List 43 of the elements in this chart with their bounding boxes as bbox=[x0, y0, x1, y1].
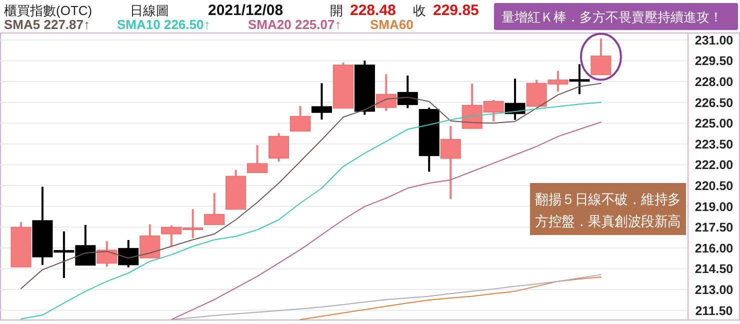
annotation: 翻揚５日線不破．維持多方控盤．果真創波段新高 bbox=[535, 191, 689, 229]
line-series bbox=[170, 274, 602, 320]
y-tick-label: 228.00 bbox=[694, 75, 734, 90]
candlestick bbox=[96, 240, 118, 268]
y-tick-label: 220.50 bbox=[694, 179, 734, 194]
candlestick bbox=[140, 223, 160, 260]
y-tick-label: 222.00 bbox=[694, 158, 734, 172]
text: 開 bbox=[330, 3, 343, 18]
text: SMA5 227.87↑ bbox=[4, 17, 90, 32]
y-tick-label: 225.00 bbox=[694, 116, 734, 131]
candlestick bbox=[290, 104, 310, 132]
y-tick-label: 231.00 bbox=[694, 33, 734, 48]
y-tick-label: 229.50 bbox=[694, 54, 734, 68]
y-tick-label: 211.50 bbox=[695, 304, 733, 318]
candlestick bbox=[590, 38, 612, 76]
text: 229.85 bbox=[433, 2, 479, 19]
candlestick bbox=[204, 192, 225, 226]
y-tick-label: 213.00 bbox=[694, 283, 734, 297]
y-tick-label: 219.00 bbox=[694, 200, 734, 214]
text: 收 bbox=[413, 3, 426, 18]
candlestick bbox=[118, 239, 139, 268]
candlestick bbox=[311, 82, 332, 121]
text: 2021/12/08 bbox=[208, 2, 284, 19]
text: SMA60 bbox=[370, 17, 414, 32]
line-series bbox=[300, 276, 602, 320]
candlestick bbox=[504, 78, 526, 121]
y-tick-label: 217.50 bbox=[694, 220, 734, 235]
y-tick-label: 214.50 bbox=[694, 262, 734, 276]
text: SMA10 226.50↑ bbox=[117, 17, 210, 32]
candlestick bbox=[376, 73, 396, 112]
text: 日線圖 bbox=[130, 3, 169, 18]
y-tick-label: 226.50 bbox=[694, 96, 734, 110]
chart-title: 櫃買指數(OTC) bbox=[4, 3, 92, 18]
candlestick bbox=[268, 132, 290, 163]
candlestick bbox=[247, 144, 268, 174]
candlestick bbox=[397, 74, 418, 110]
text: SMA20 225.07↑ bbox=[248, 17, 342, 32]
text: 228.48 bbox=[350, 2, 396, 19]
y-tick-label: 223.50 bbox=[694, 137, 734, 152]
candlestick bbox=[569, 63, 590, 96]
candlestick bbox=[440, 124, 461, 200]
text: 量增紅Ｋ棒．多方不畏賣壓持續進攻！ bbox=[502, 10, 722, 24]
y-tick-label: 216.00 bbox=[694, 241, 734, 256]
